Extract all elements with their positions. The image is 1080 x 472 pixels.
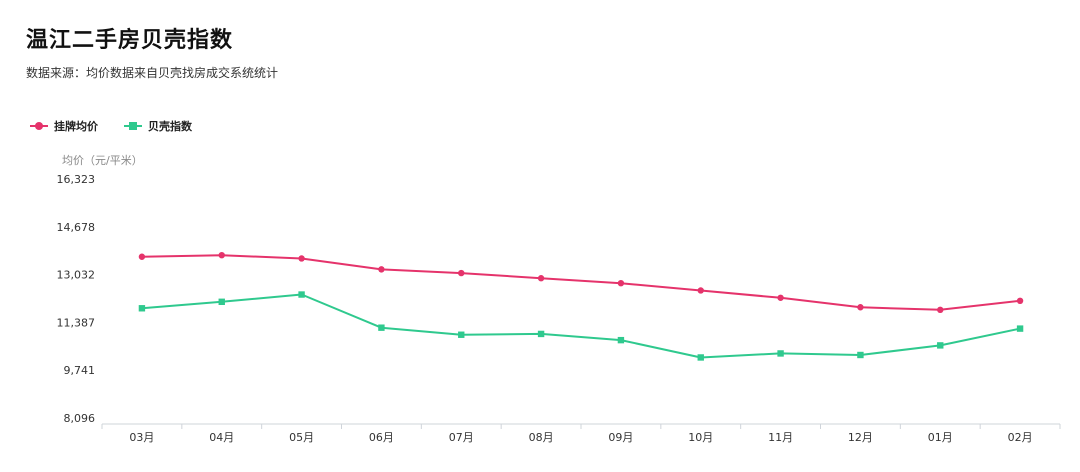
square-marker-icon	[124, 121, 142, 131]
legend-label: 贝壳指数	[148, 120, 192, 133]
x-tick-label: 02月	[1008, 431, 1033, 444]
x-tick-label: 03月	[129, 431, 154, 444]
data-point	[857, 351, 864, 359]
y-tick-label: 16,323	[57, 173, 96, 186]
data-point	[537, 330, 545, 338]
data-point	[458, 331, 465, 338]
x-tick-label: 10月	[688, 431, 713, 444]
legend-marker	[35, 122, 43, 130]
data-point	[298, 291, 305, 298]
data-point	[617, 279, 625, 287]
data-point	[458, 269, 465, 277]
y-tick-label: 14,678	[57, 221, 96, 234]
legend-item-listing-price[interactable]: 挂牌均价	[30, 118, 98, 134]
y-tick-label: 11,387	[57, 316, 96, 329]
data-point	[697, 354, 704, 361]
series-line-1	[141, 254, 1021, 311]
data-point	[937, 306, 944, 314]
data-point	[617, 336, 625, 344]
data-source-subtitle: 数据来源：均价数据来自贝壳找房成交系统统计	[26, 66, 279, 80]
chart-legend: 挂牌均价 贝壳指数	[30, 118, 192, 134]
y-tick-label: 9,741	[64, 364, 96, 377]
x-tick-label: 11月	[768, 431, 793, 444]
data-point	[537, 275, 545, 282]
x-tick-label: 01月	[928, 431, 953, 444]
x-tick-label: 09月	[608, 431, 633, 444]
data-point	[777, 350, 784, 357]
x-tick-label: 05月	[289, 431, 314, 444]
y-tick-label: 13,032	[57, 269, 96, 282]
data-point	[857, 304, 864, 311]
data-point	[937, 342, 944, 349]
data-point	[138, 253, 146, 260]
legend-item-beike-index[interactable]: 贝壳指数	[124, 118, 192, 134]
x-tick-label: 07月	[449, 431, 474, 444]
data-point	[218, 298, 225, 305]
page-title: 温江二手房贝壳指数	[26, 28, 234, 53]
y-axis-label: 均价（元/平米）	[62, 154, 143, 167]
data-point	[378, 324, 385, 331]
x-tick-label: 04月	[209, 431, 234, 444]
data-point	[138, 305, 146, 312]
y-tick-label: 8,096	[64, 412, 96, 425]
data-point	[1016, 297, 1024, 305]
x-tick-label: 08月	[529, 431, 554, 444]
legend-label: 挂牌均价	[54, 120, 98, 133]
x-tick-label: 12月	[848, 431, 873, 444]
data-point	[697, 287, 704, 294]
data-point	[298, 255, 305, 262]
x-tick-label: 06月	[369, 431, 394, 444]
circle-marker-icon	[30, 121, 48, 131]
legend-marker	[129, 122, 137, 130]
series-line-2	[141, 293, 1021, 359]
data-point	[777, 294, 784, 301]
data-point	[218, 251, 225, 259]
data-point	[378, 266, 385, 273]
data-point	[1016, 325, 1024, 332]
